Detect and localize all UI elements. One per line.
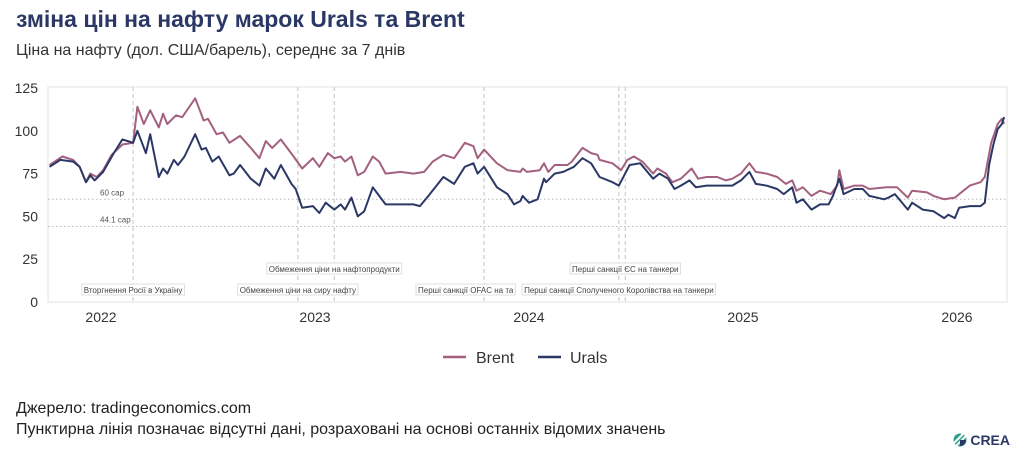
x-tick-label: 2024	[513, 309, 544, 325]
event-label: Вторгнення Росії в Україну	[84, 286, 183, 295]
series-line-urals	[49, 116, 1006, 220]
event-label: Перші санкції ЄС на танкери	[572, 265, 678, 274]
crea-logo-text: CREA	[970, 432, 1010, 448]
y-tick-label: 125	[15, 80, 39, 96]
x-tick-label: 2022	[85, 309, 116, 325]
chart-title: зміна цін на нафту марок Urals та Brent	[16, 6, 465, 32]
chart-subtitle: Ціна на нафту (дол. США/барель), середнє…	[16, 42, 406, 59]
y-tick-label: 75	[22, 166, 38, 182]
legend-label-brent: Brent	[476, 350, 515, 367]
crea-logo: CREA	[953, 432, 1010, 448]
event-label-box	[415, 283, 516, 296]
event-label: Обмеження ціни на нафтопродукти	[269, 265, 400, 274]
y-tick-label: 100	[15, 123, 39, 139]
event-annotation: Перші санкції ЄС на танкери	[569, 262, 681, 275]
x-tick-label: 2026	[941, 309, 972, 325]
y-tick-label: 0	[30, 294, 38, 310]
series-line-brent	[49, 97, 1006, 201]
event-label-box	[237, 283, 359, 296]
event-label-box	[521, 283, 717, 296]
y-tick-label: 25	[22, 251, 38, 267]
dotted-line-note: Пунктирна лінія позначає відсутні дані, …	[16, 421, 666, 438]
legend: Brent Urals	[443, 350, 607, 367]
price-cap-label: 44.1 cap	[100, 216, 131, 225]
event-label-box	[81, 283, 185, 296]
event-label: Обмеження ціни на сиру нафту	[240, 286, 356, 295]
x-tick-label: 2025	[727, 309, 758, 325]
price-cap-label: 60 cap	[100, 188, 125, 197]
event-annotation: Перші санкції Сполученого Королівства на…	[521, 283, 717, 296]
event-annotation: Обмеження ціни на нафтопродукти	[266, 262, 403, 275]
event-label-box	[569, 262, 681, 275]
source-note: Джерело: tradingeconomics.com	[16, 400, 252, 417]
event-annotation: Перші санкції OFAC на та	[415, 283, 516, 296]
plot-frame	[47, 86, 1008, 303]
event-annotation: Обмеження ціни на сиру нафту	[237, 283, 359, 296]
x-tick-label: 2023	[299, 309, 330, 325]
event-annotation: Вторгнення Росії в Україну	[81, 283, 185, 296]
event-label: Перші санкції Сполученого Королівства на…	[524, 286, 714, 295]
legend-label-urals: Urals	[570, 350, 607, 367]
crea-logo-icon	[953, 433, 968, 447]
event-label-box	[266, 262, 403, 275]
y-tick-label: 50	[22, 208, 38, 224]
event-label: Перші санкції OFAC на та	[418, 286, 514, 295]
